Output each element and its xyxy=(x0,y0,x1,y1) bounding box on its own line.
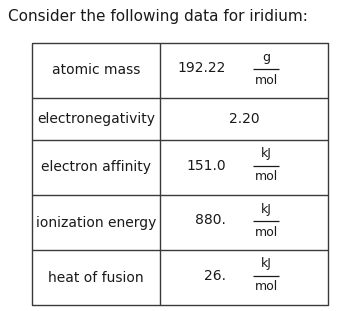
Text: 151.0: 151.0 xyxy=(186,159,226,173)
Text: kJ: kJ xyxy=(260,147,272,160)
Text: ionization energy: ionization energy xyxy=(36,216,156,230)
Text: g: g xyxy=(262,50,270,63)
Text: 26.: 26. xyxy=(204,268,226,282)
Text: 192.22: 192.22 xyxy=(177,62,226,76)
Text: kJ: kJ xyxy=(260,202,272,216)
Text: mol: mol xyxy=(254,73,278,86)
Text: 2.20: 2.20 xyxy=(229,112,259,126)
Text: mol: mol xyxy=(254,225,278,239)
Text: mol: mol xyxy=(254,281,278,294)
Text: 880.: 880. xyxy=(195,213,226,228)
Text: mol: mol xyxy=(254,170,278,183)
Text: heat of fusion: heat of fusion xyxy=(48,271,144,285)
Text: kJ: kJ xyxy=(260,258,272,271)
Text: electronegativity: electronegativity xyxy=(37,112,155,126)
Text: Consider the following data for iridium:: Consider the following data for iridium: xyxy=(8,9,308,24)
Text: electron affinity: electron affinity xyxy=(41,160,151,174)
Text: atomic mass: atomic mass xyxy=(52,63,140,77)
